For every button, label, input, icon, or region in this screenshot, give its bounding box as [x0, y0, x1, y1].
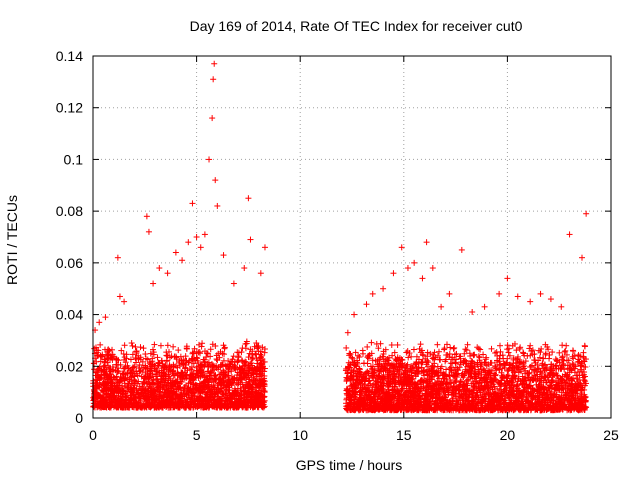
- data-point: [418, 341, 424, 347]
- data-point: [368, 340, 374, 346]
- data-point: [343, 345, 349, 351]
- data-point: [436, 349, 442, 355]
- data-point: [582, 343, 588, 349]
- data-point: [114, 357, 120, 363]
- data-point: [214, 356, 220, 362]
- data-point: [441, 347, 447, 353]
- data-point: [505, 342, 511, 348]
- data-point: [451, 345, 457, 351]
- data-point: [489, 346, 495, 352]
- data-point: [141, 345, 147, 351]
- data-point: [165, 342, 171, 348]
- data-point: [231, 353, 237, 359]
- data-point: [235, 354, 241, 360]
- data-point: [411, 347, 417, 353]
- data-points: [90, 61, 589, 413]
- data-point: [451, 346, 457, 352]
- data-point: [513, 347, 519, 353]
- data-point: [129, 343, 135, 349]
- data-point: [175, 347, 181, 353]
- data-point: [170, 344, 176, 350]
- data-point: [476, 346, 482, 352]
- data-point: [361, 360, 367, 366]
- data-point: [556, 350, 562, 356]
- data-point: [517, 346, 523, 352]
- data-point: [129, 340, 135, 346]
- data-point: [163, 349, 169, 355]
- data-point: [520, 349, 526, 355]
- data-point: [364, 344, 370, 350]
- data-point: [434, 342, 440, 348]
- data-point: [243, 345, 249, 351]
- data-point: [254, 344, 260, 350]
- data-point: [142, 351, 148, 357]
- data-point: [155, 354, 161, 360]
- data-point: [497, 343, 503, 349]
- data-point: [389, 342, 395, 348]
- data-point: [122, 342, 128, 348]
- data-point: [392, 350, 398, 356]
- data-point: [395, 342, 401, 348]
- data-point: [563, 343, 569, 349]
- data-point: [549, 349, 555, 355]
- data-point: [158, 343, 164, 349]
- data-point: [151, 342, 157, 348]
- data-point: [133, 344, 139, 350]
- data-point: [527, 343, 533, 349]
- data-point: [531, 357, 537, 363]
- data-point: [432, 349, 438, 355]
